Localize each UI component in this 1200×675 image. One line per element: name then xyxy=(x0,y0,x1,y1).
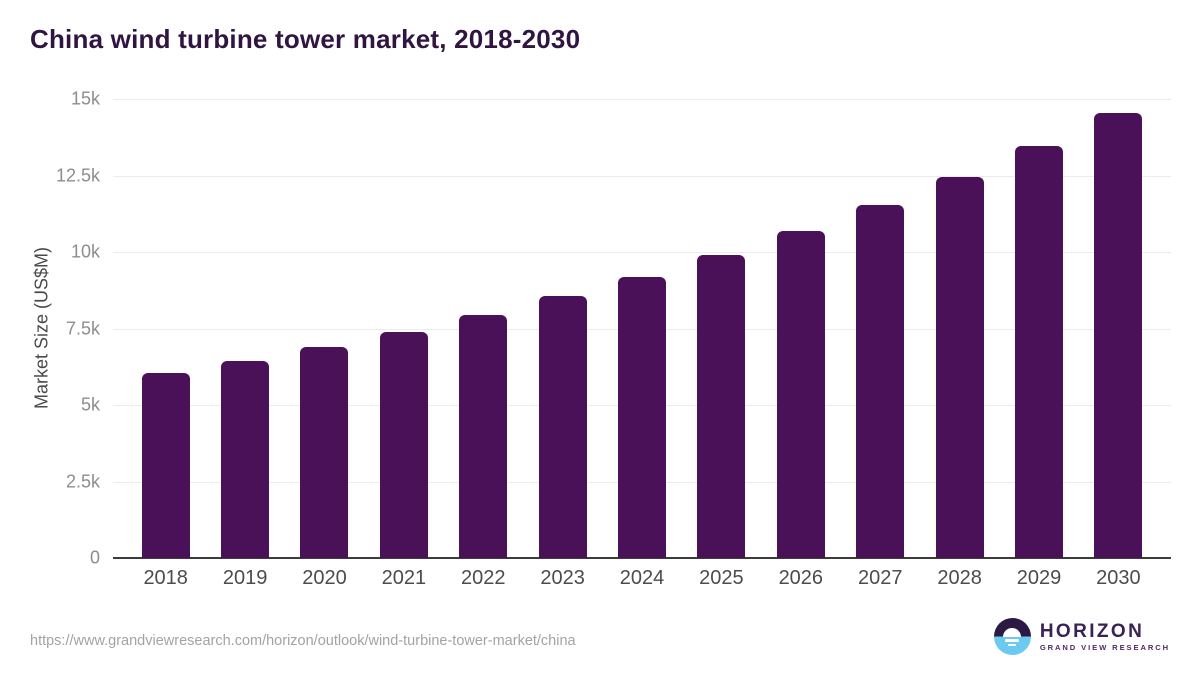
bar-cell xyxy=(205,99,284,558)
bar-2019[interactable] xyxy=(221,360,270,558)
bar-cell xyxy=(602,99,681,558)
bars xyxy=(126,99,1158,558)
sun-reflection-line xyxy=(1005,639,1020,642)
x-tick-label: 2022 xyxy=(461,567,506,589)
bar-cell xyxy=(999,99,1078,558)
horizon-sun-icon xyxy=(993,618,1031,655)
bar-2030[interactable] xyxy=(1094,112,1143,558)
x-tick-label: 2023 xyxy=(540,567,585,589)
x-tick-label: 2028 xyxy=(937,567,982,589)
bar-2018[interactable] xyxy=(141,372,190,558)
x-tick-label: 2020 xyxy=(302,567,347,589)
x-axis-labels: 2018 2019 2020 2021 2022 2023 2024 2025 2026 2027… xyxy=(126,567,1158,590)
bar-2027[interactable] xyxy=(856,204,905,558)
x-tick-label: 2029 xyxy=(1016,567,1062,589)
source-url: https://www.grandviewresearch.com/horizo… xyxy=(30,633,576,649)
x-tick-label: 2025 xyxy=(699,567,744,589)
x-tick-label: 2024 xyxy=(619,567,665,589)
bar-2023[interactable] xyxy=(538,296,587,558)
y-axis-ticks: 0 2.5k 5k 7.5k 10k 12.5k 15k xyxy=(0,89,100,568)
bar-cell xyxy=(761,99,840,558)
y-tick-label: 7.5k xyxy=(65,318,100,338)
x-axis-line xyxy=(113,557,1171,559)
bar-cell xyxy=(444,99,523,558)
horizon-logo[interactable]: HORIZON GRAND VIEW RESEARCH xyxy=(993,618,1170,655)
gridline xyxy=(113,252,1171,253)
sun-dome-shape xyxy=(1003,627,1022,637)
sun-reflection-line xyxy=(1008,643,1017,646)
plot-area xyxy=(113,99,1171,559)
logo-subtitle: GRAND VIEW RESEARCH xyxy=(1039,642,1170,652)
logo-name: HORIZON xyxy=(1039,620,1145,642)
y-tick-label: 0 xyxy=(89,547,100,568)
bar-cell xyxy=(364,99,443,558)
bar-2026[interactable] xyxy=(776,230,825,558)
bar-2024[interactable] xyxy=(618,276,667,558)
bar-cell xyxy=(1079,99,1158,558)
x-tick-label: 2021 xyxy=(381,567,427,589)
bar-cell xyxy=(841,99,920,558)
bar-2021[interactable] xyxy=(379,331,428,558)
y-tick-label: 15k xyxy=(70,88,100,109)
y-tick-label: 12.5k xyxy=(55,165,100,185)
y-tick-label: 10k xyxy=(70,241,100,262)
bar-2025[interactable] xyxy=(697,255,746,558)
x-tick-label: 2030 xyxy=(1096,567,1141,589)
bar-cell xyxy=(523,99,602,558)
bar-2028[interactable] xyxy=(935,177,984,558)
x-tick-label: 2018 xyxy=(143,567,188,589)
y-tick-label: 2.5k xyxy=(65,471,100,491)
bar-2020[interactable] xyxy=(300,346,349,558)
logo-text: HORIZON GRAND VIEW RESEARCH xyxy=(1040,622,1170,652)
gridline xyxy=(113,99,1171,100)
x-tick-label: 2019 xyxy=(222,567,268,589)
bar-2029[interactable] xyxy=(1014,146,1063,558)
gridline xyxy=(113,175,1171,177)
chart-title: China wind turbine tower market, 2018-20… xyxy=(30,24,581,54)
bar-2022[interactable] xyxy=(459,314,508,558)
bar-cell xyxy=(285,99,364,558)
bar-cell xyxy=(682,99,761,558)
bar-cell xyxy=(920,99,999,558)
bar-cell xyxy=(126,99,205,558)
x-tick-label: 2026 xyxy=(778,567,824,589)
y-tick-label: 5k xyxy=(80,394,100,415)
x-tick-label: 2027 xyxy=(857,567,903,589)
